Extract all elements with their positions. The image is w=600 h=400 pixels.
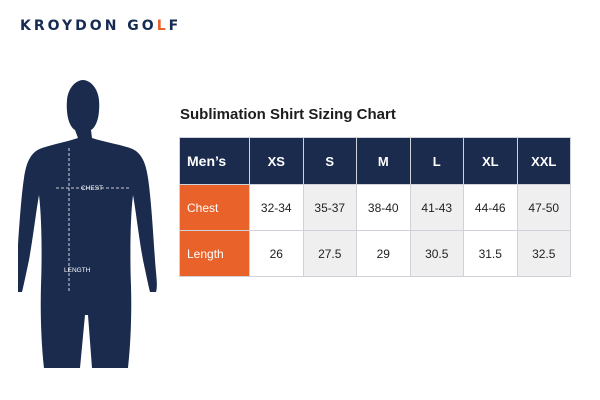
chart-title: Sublimation Shirt Sizing Chart [180,106,396,123]
table-cell: 26 [249,230,304,277]
size-header-l: L [409,137,464,185]
table-row-length: Length 26 27.5 29 30.5 31.5 32.5 [179,230,571,277]
size-header-m: M [356,137,411,185]
table-cell: 32-34 [249,184,304,231]
table-cell: 30.5 [409,230,464,277]
body-silhouette-figure: CHEST LENGTH [18,80,157,368]
length-label: LENGTH [64,267,91,274]
table-cell: 32.5 [516,230,571,277]
table-cell: 31.5 [463,230,518,277]
table-cell: 44-46 [463,184,518,231]
row-label-length: Length [179,230,250,277]
brand-logo: KROYDON GOLF [20,18,181,34]
brand-name-accent: L [156,18,169,34]
size-header-xs: XS [249,137,304,185]
sizing-table: Men’s XS S M L XL XXL Chest 32-34 35-37 … [179,137,571,277]
brand-name-end: F [168,18,182,34]
body-silhouette [18,80,157,368]
table-row-chest: Chest 32-34 35-37 38-40 41-43 44-46 47-5… [179,184,571,231]
brand-name-main: KROYDON GO [20,18,157,34]
size-header-xxl: XXL [516,137,571,185]
table-cell: 27.5 [302,230,357,277]
table-cell: 47-50 [516,184,571,231]
chest-label: CHEST [81,185,103,192]
table-cell: 29 [356,230,411,277]
row-label-chest: Chest [179,184,250,231]
table-cell: 35-37 [302,184,357,231]
corner-header: Men’s [179,137,250,185]
table-cell: 38-40 [356,184,411,231]
size-header-s: S [302,137,357,185]
size-header-xl: XL [463,137,518,185]
table-header-row: Men’s XS S M L XL XXL [179,137,571,185]
table-cell: 41-43 [409,184,464,231]
